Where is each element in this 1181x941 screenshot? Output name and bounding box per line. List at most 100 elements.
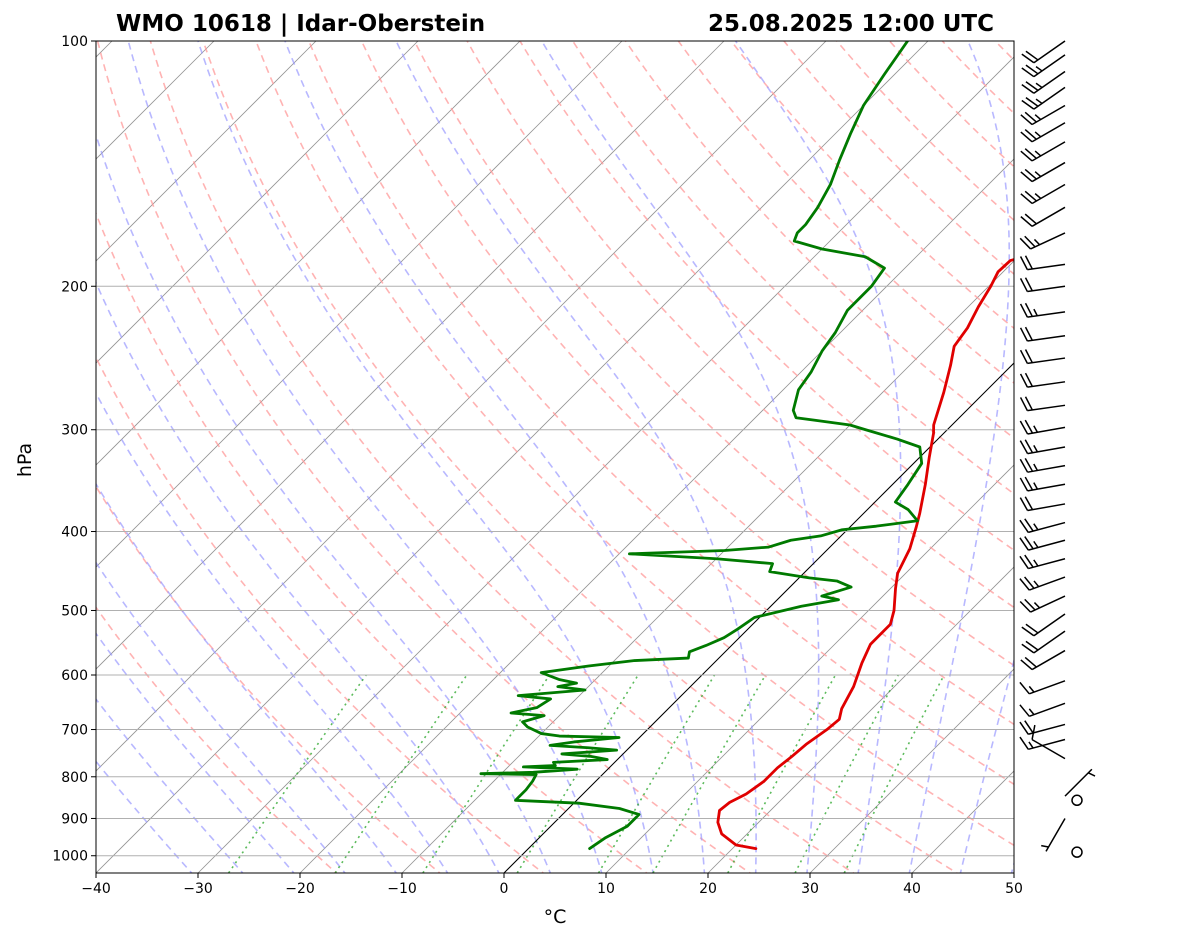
barb-feather xyxy=(1019,397,1029,411)
barb-staff xyxy=(1033,70,1066,94)
barb-feather xyxy=(1033,425,1039,433)
plot-frame xyxy=(95,40,1015,874)
wind-barb xyxy=(1019,277,1066,293)
barb-feather xyxy=(1019,736,1029,750)
barb-feather xyxy=(1024,419,1034,434)
barb-feather xyxy=(1021,99,1035,110)
barb-feather xyxy=(1035,66,1043,72)
x-tick-label: 10 xyxy=(597,881,615,897)
wind-barb xyxy=(1019,595,1066,613)
barb-staff xyxy=(1033,613,1066,637)
wind-barb xyxy=(1019,326,1066,342)
moist-adiabat-line xyxy=(1010,860,1014,873)
barb-feather xyxy=(1019,578,1030,591)
barb-feather xyxy=(1019,237,1032,250)
barb-staff xyxy=(1028,723,1066,736)
barb-staff xyxy=(1031,183,1066,205)
isotherm-line xyxy=(96,41,623,568)
x-tick-label: 40 xyxy=(903,881,921,897)
barb-feather xyxy=(1019,278,1029,292)
barb-feather xyxy=(1024,536,1034,550)
barb-feather xyxy=(1033,559,1039,567)
wind-barb xyxy=(1021,54,1066,78)
barb-feather xyxy=(1033,602,1041,609)
barb-staff xyxy=(1027,263,1066,271)
barb-staff xyxy=(1028,539,1066,551)
wind-barb xyxy=(1019,536,1066,551)
dry-adiabat-line xyxy=(624,41,1014,440)
barb-staff xyxy=(1045,818,1066,852)
wind-barb xyxy=(1021,613,1066,637)
moist-adiabat-line xyxy=(959,657,1014,873)
wind-barb xyxy=(1020,183,1066,205)
y-tick-label: 400 xyxy=(61,525,88,541)
barb-feather xyxy=(1024,349,1033,364)
barb-feather xyxy=(1021,626,1035,637)
plot-area xyxy=(96,41,1014,873)
barb-staff xyxy=(1029,680,1066,695)
barb-feather xyxy=(1033,445,1039,453)
barb-feather xyxy=(1019,349,1029,364)
barb-feather xyxy=(1024,326,1033,341)
wind-barb xyxy=(1019,255,1066,271)
barb-feather xyxy=(1020,193,1033,205)
wind-barb xyxy=(1019,680,1066,695)
barb-staff xyxy=(1033,86,1066,110)
barb-feather xyxy=(1033,463,1039,471)
wind-barb xyxy=(1019,458,1066,473)
isotherm-line xyxy=(299,158,1014,873)
barb-feather xyxy=(1019,519,1029,533)
barb-feather xyxy=(1025,623,1039,634)
dry-adiabat-line xyxy=(96,355,545,873)
y-axis-label: hPa xyxy=(14,443,36,477)
wind-barb xyxy=(1019,720,1066,736)
barb-feather xyxy=(1019,373,1029,388)
mixing-ratio-line xyxy=(597,674,716,873)
barb-feather xyxy=(1020,216,1033,227)
barb-feather xyxy=(1021,84,1035,94)
wind-barb xyxy=(1019,439,1066,455)
barb-feather xyxy=(1024,255,1033,270)
wind-barb xyxy=(1020,141,1066,162)
barb-feather xyxy=(1024,576,1035,589)
barb-feather xyxy=(1024,129,1037,140)
barb-staff xyxy=(1031,122,1066,143)
barb-staff xyxy=(1030,595,1066,613)
barb-feather xyxy=(1019,555,1029,570)
barb-feather xyxy=(1020,114,1033,126)
x-tick-label: −30 xyxy=(183,881,213,897)
wind-barb xyxy=(1019,396,1066,412)
barb-staff xyxy=(1027,483,1066,492)
barb-feather xyxy=(1019,477,1029,492)
moist-adiabat-line xyxy=(541,41,820,873)
moist-adiabat-line xyxy=(197,41,654,873)
y-tick-label: 300 xyxy=(61,423,88,439)
mixing-ratio-line xyxy=(652,674,767,873)
barb-feather xyxy=(1019,327,1029,342)
isotherm-line xyxy=(96,41,929,873)
dry-adiabat-line xyxy=(149,41,855,873)
barb-feather xyxy=(1020,659,1033,671)
y-tick-label: 600 xyxy=(61,668,88,684)
barb-feather xyxy=(1019,681,1030,695)
wind-barb xyxy=(1020,206,1066,227)
barb-feather xyxy=(1033,238,1041,246)
barb-staff xyxy=(1029,702,1066,718)
barb-feather xyxy=(1025,64,1039,75)
isotherm-line xyxy=(197,56,1014,873)
mixing-ratio-line xyxy=(334,674,468,873)
barb-staff xyxy=(1027,381,1066,388)
mixing-ratio-line xyxy=(227,674,367,873)
barb-feather xyxy=(1019,303,1029,318)
moist-adiabat-line xyxy=(284,41,706,873)
barb-staff xyxy=(1029,576,1066,591)
barb-feather xyxy=(1033,308,1038,317)
series-line-0 xyxy=(716,258,1014,850)
calm-wind-marker xyxy=(1071,846,1083,858)
barb-feather xyxy=(1019,537,1029,551)
wind-barb xyxy=(1019,302,1066,318)
wind-barb xyxy=(1020,122,1066,143)
isotherm-line xyxy=(96,41,725,670)
barb-feather xyxy=(1024,372,1033,387)
